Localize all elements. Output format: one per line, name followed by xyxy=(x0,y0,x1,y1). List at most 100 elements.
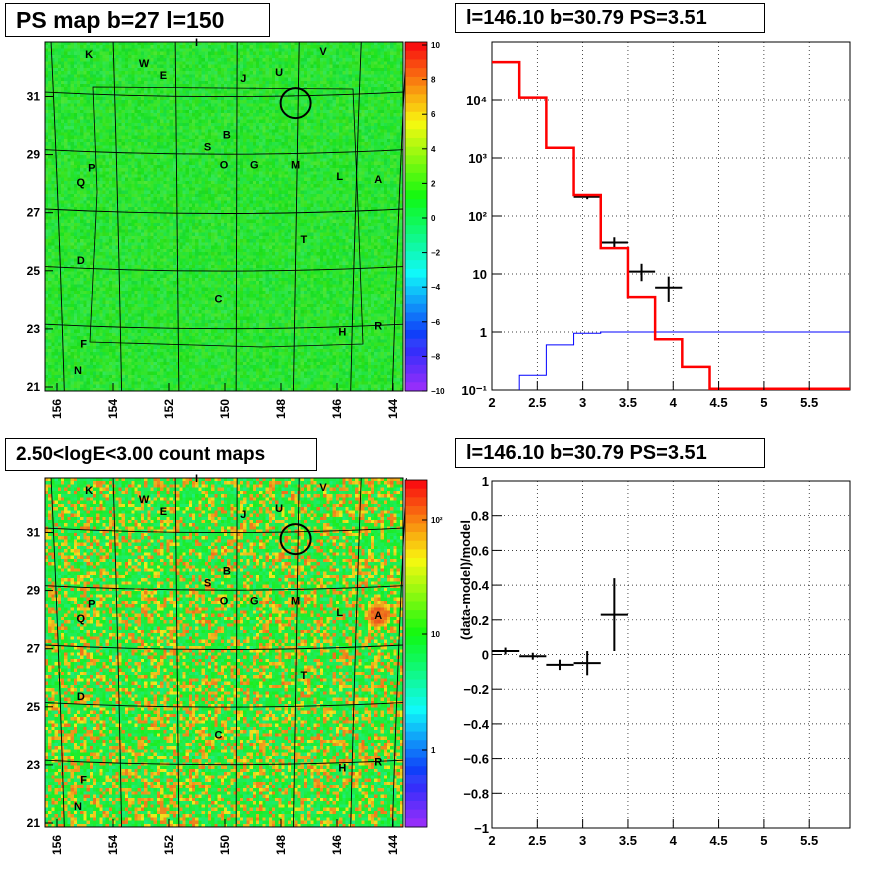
ps-map-pixel xyxy=(361,138,365,143)
ps-map-pixel xyxy=(108,158,113,162)
ps-map-pixel xyxy=(233,58,238,62)
ps-map-pixel xyxy=(214,61,218,65)
ps-map-pixel xyxy=(361,45,365,49)
ps-map-pixel xyxy=(172,96,177,101)
ps-map-pixel xyxy=(351,84,356,88)
ps-map-pixel xyxy=(163,74,167,78)
ps-map-pixel xyxy=(387,64,391,69)
ps-map-pixel xyxy=(160,80,164,85)
ps-map-pixel xyxy=(198,106,202,111)
ps-map-pixel xyxy=(70,103,75,107)
ps-map-pixel xyxy=(275,135,279,140)
ps-map-pixel xyxy=(64,113,68,117)
ps-map-pixel xyxy=(329,138,333,143)
ps-map-pixel xyxy=(371,80,375,85)
ps-map-pixel xyxy=(70,119,75,124)
ps-map-pixel xyxy=(310,80,314,85)
ps-map-pixel xyxy=(239,151,244,156)
ps-map-pixel xyxy=(227,87,231,91)
ps-map-pixel xyxy=(73,177,78,182)
ps-map-pixel xyxy=(316,116,321,120)
ps-map-pixel xyxy=(124,184,129,188)
ps-map-pixel xyxy=(329,135,333,140)
ps-map-pixel xyxy=(86,45,90,49)
ps-map-pixel xyxy=(105,116,110,120)
ps-map-pixel xyxy=(153,138,158,143)
ps-map-pixel xyxy=(367,67,372,72)
ps-map-pixel xyxy=(153,67,158,72)
ps-map-pixel xyxy=(297,164,301,169)
ps-map-pixel xyxy=(105,51,110,56)
ps-map-pixel xyxy=(249,84,254,88)
ps-map-pixel xyxy=(303,180,308,185)
ps-map-pixel xyxy=(281,87,285,91)
ps-map-pixel xyxy=(160,184,164,188)
ps-map-pixel xyxy=(287,93,292,98)
ps-map-pixel xyxy=(176,100,180,104)
ps-map-pixel xyxy=(316,126,321,130)
ps-map-pixel xyxy=(176,138,180,143)
ps-map-pixel xyxy=(399,171,404,175)
ps-map-pixel xyxy=(387,142,391,146)
ps-map-pixel xyxy=(284,45,289,49)
ps-map-pixel xyxy=(211,42,215,46)
ps-map-pixel xyxy=(51,64,55,69)
ps-map-pixel xyxy=(214,71,218,75)
ps-map-pixel xyxy=(99,71,103,75)
ps-map-pixel xyxy=(224,164,228,169)
ps-map-pixel xyxy=(150,138,154,143)
ps-map-pixel xyxy=(45,132,49,136)
ps-map-pixel xyxy=(70,116,75,120)
ps-map-pixel xyxy=(217,67,222,72)
ps-map-pixel xyxy=(99,164,103,169)
ps-map-pixel xyxy=(259,142,263,146)
ps-map-pixel xyxy=(217,138,222,143)
ps-map-pixel xyxy=(195,164,199,169)
ps-map-pixel xyxy=(351,51,356,56)
ps-map-pixel xyxy=(278,87,282,91)
ps-map-pixel xyxy=(371,126,375,130)
ps-map-pixel xyxy=(233,132,238,136)
ps-map-pixel xyxy=(208,45,212,49)
ps-map-pixel xyxy=(48,184,52,188)
ps-map-pixel xyxy=(303,122,308,127)
ps-map-pixel xyxy=(262,103,266,107)
ps-map-pixel xyxy=(355,100,359,104)
ps-map-pixel xyxy=(307,158,311,162)
ps-map-pixel xyxy=(83,113,87,117)
ps-map-pixel xyxy=(367,174,372,178)
ps-map-pixel xyxy=(140,54,145,59)
ps-map-pixel xyxy=(96,109,100,114)
ps-map-pixel xyxy=(150,42,154,46)
ps-map-pixel xyxy=(271,71,276,75)
ps-map-pixel xyxy=(188,61,193,65)
ps-map-pixel xyxy=(300,74,305,78)
ps-map-pixel xyxy=(137,45,142,49)
ps-map-pixel xyxy=(294,51,298,56)
ps-map-pixel xyxy=(246,45,250,49)
ps-map-pixel xyxy=(172,84,177,88)
ps-map-pixel xyxy=(387,84,391,88)
ps-map-pixel xyxy=(134,84,138,88)
ps-map-pixel xyxy=(323,151,327,156)
ps-map-pixel xyxy=(195,103,199,107)
ps-map-pixel xyxy=(150,100,154,104)
ps-map-pixel xyxy=(287,155,292,159)
ps-map-pixel xyxy=(169,51,174,56)
ps-map-pixel xyxy=(73,93,78,98)
ps-map-pixel xyxy=(303,132,308,136)
ps-map-pixel xyxy=(118,168,122,172)
ps-map-pixel xyxy=(57,138,62,143)
ps-map-pixel xyxy=(208,138,212,143)
ps-map-pixel xyxy=(249,122,254,127)
ps-map-pixel xyxy=(252,155,257,159)
ps-map-pixel xyxy=(89,174,94,178)
ps-map-pixel xyxy=(83,138,87,143)
ps-map-pixel xyxy=(153,113,158,117)
ps-map-pixel xyxy=(303,116,308,120)
ps-map-pixel xyxy=(176,109,180,114)
ps-map-pixel xyxy=(374,58,378,62)
ps-map-pixel xyxy=(361,155,365,159)
ps-map-pixel xyxy=(70,168,75,172)
ps-map-pixel xyxy=(342,155,346,159)
